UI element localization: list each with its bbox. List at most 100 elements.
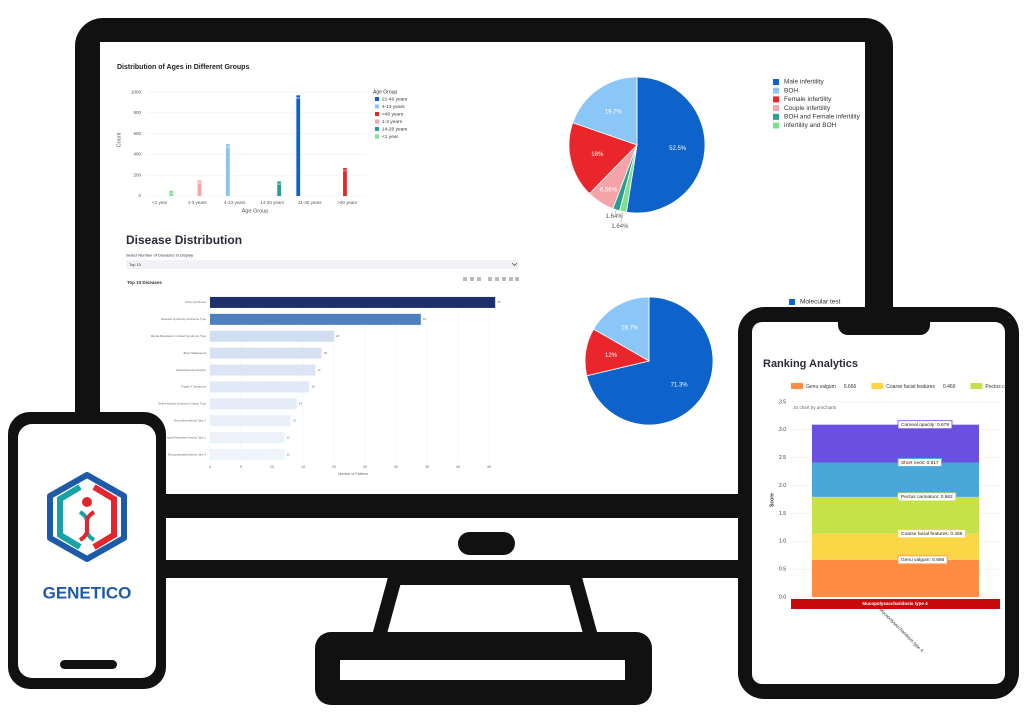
y-tick-label: 2.5 xyxy=(779,455,786,461)
logo-hexagon xyxy=(47,472,127,562)
toolbar-icon[interactable] xyxy=(488,277,492,281)
bar xyxy=(210,364,316,376)
legend-title: Age Group xyxy=(373,89,397,95)
y-tick-label: Spinal Muscular Atrophy Type 1 xyxy=(167,435,207,439)
x-tick-label: >40 years xyxy=(337,200,358,205)
bar-value-label: 12 xyxy=(286,452,290,456)
y-tick-label: Down Syndrome xyxy=(185,300,206,304)
toolbar-icon[interactable] xyxy=(502,277,506,281)
x-tick-label: 5 xyxy=(240,465,242,469)
bar-value-label: 18 xyxy=(324,351,328,355)
bar-segment xyxy=(812,559,979,597)
x-tick-label: 15 xyxy=(301,465,305,469)
legend-swatch xyxy=(375,119,379,124)
logo-right xyxy=(92,484,117,550)
legend-label: Female infertility xyxy=(784,96,832,103)
segment-label-box xyxy=(897,458,943,467)
slice-label: 1.64% xyxy=(611,224,629,230)
bar-value-label: 13 xyxy=(293,419,297,423)
monitor-base-inner xyxy=(340,660,625,680)
bar-value-label: 16 xyxy=(311,385,315,389)
toolbar-icon[interactable] xyxy=(515,277,519,281)
logo-helix xyxy=(78,510,96,542)
pie-slice xyxy=(625,76,706,214)
segment-label: Corneal opacity: 0.679 xyxy=(901,422,949,428)
y-tick-label: 3.0 xyxy=(779,427,786,433)
legend-swatch xyxy=(375,104,379,109)
phone: GENETICO xyxy=(8,412,166,689)
y-tick-label: 2.0 xyxy=(779,483,786,489)
segment-label: Short neck: 0.617 xyxy=(901,460,939,466)
y-tick-label: 400 xyxy=(133,152,141,157)
x-tick-label: 4-13 years xyxy=(224,200,246,205)
x-tick-label: 25 xyxy=(363,465,367,469)
slice-label: 1.64% xyxy=(606,214,624,220)
bar-value-label: 12 xyxy=(286,435,290,439)
legend-label: >40 years xyxy=(382,111,404,117)
y-tick-label: 0 xyxy=(138,193,141,198)
select-box[interactable] xyxy=(126,260,519,269)
y-tick-label: 1.5 xyxy=(779,511,786,517)
toolbar-icon[interactable] xyxy=(509,277,513,281)
toolbar-icon[interactable] xyxy=(495,277,499,281)
x-tick-label: 35 xyxy=(425,465,429,469)
toolbar-icon[interactable] xyxy=(463,277,467,281)
bar xyxy=(169,190,174,196)
bar-value-label: 34 xyxy=(423,317,427,321)
y-tick-label: Ehlers-Danlos Syndrome Classic Type xyxy=(158,402,206,406)
x-tick-label: 45 xyxy=(487,465,491,469)
bar-value-label: 46 xyxy=(497,300,501,304)
slice-label: 12% xyxy=(605,353,618,359)
bar-value-label: 150 xyxy=(197,181,202,185)
bar-value-label: 20 xyxy=(336,334,340,338)
pie-slice xyxy=(586,296,714,426)
legend-value: 0.666 xyxy=(844,384,857,390)
legend-swatch xyxy=(773,105,779,112)
slice-label: 52.5% xyxy=(669,146,687,152)
legend-label: Molecular test xyxy=(800,299,841,306)
chart-credit: JS chart by amCharts xyxy=(793,405,837,410)
chart-toolbar xyxy=(463,277,519,281)
legend-label: Couple infertility xyxy=(784,105,831,112)
select-value: Top 10 xyxy=(129,262,142,267)
logo-head xyxy=(82,497,92,507)
legend-swatch xyxy=(791,383,803,389)
legend-swatch xyxy=(375,134,379,139)
logo xyxy=(47,472,127,562)
control-label: Select Number of Diseases to Display xyxy=(126,253,193,258)
x-axis-label: Number of Patients xyxy=(338,472,368,476)
legend-label: BOH and Female infertility xyxy=(784,114,861,121)
pie-slice xyxy=(568,122,638,195)
leader-line xyxy=(620,211,624,224)
chart-title: Ranking Analytics xyxy=(763,358,858,370)
legend-swatch xyxy=(773,122,779,129)
bar-value-label: 50 xyxy=(170,191,173,195)
select-chevron xyxy=(511,262,518,267)
legend-label: infertility and BOH xyxy=(784,122,837,129)
x-tick-label: 30 xyxy=(394,465,398,469)
legend-label: <1 year xyxy=(382,134,399,140)
bar xyxy=(210,381,310,393)
slice-label: 6.56% xyxy=(600,187,618,193)
y-tick-label: Fragile X Syndrome xyxy=(181,385,206,389)
slice-label: 18% xyxy=(591,152,604,158)
segment-label: Coarse facial features: 0.469 xyxy=(901,531,963,537)
y-tick-label: Spinal Muscular Atrophy xyxy=(176,368,207,372)
logo-left xyxy=(57,484,82,550)
y-tick-label: 3.5 xyxy=(779,399,786,405)
toolbar-icon[interactable] xyxy=(470,277,474,281)
bar xyxy=(343,167,347,196)
bar xyxy=(210,313,421,325)
x-tick-label: 40 xyxy=(456,465,460,469)
x-tick-label: 1-3 years xyxy=(188,200,208,205)
brand-name: GENETICO xyxy=(43,583,132,602)
segment-label-box xyxy=(897,529,966,539)
toolbar-icon[interactable] xyxy=(477,277,481,281)
legend-swatch xyxy=(789,299,795,305)
y-axis-label: Score xyxy=(769,493,775,507)
segment-label: Pectus carinatum: 0.662 xyxy=(901,494,953,500)
y-tick-label: 800 xyxy=(133,110,141,115)
bar-value-label: 970 xyxy=(296,96,301,100)
legend-swatch xyxy=(773,79,779,85)
